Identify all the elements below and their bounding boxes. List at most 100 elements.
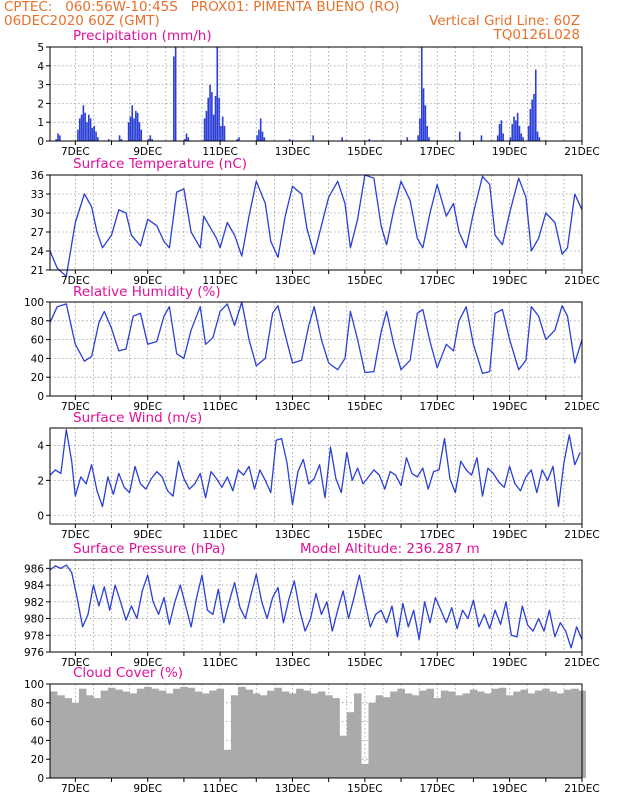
precip-bar (536, 131, 539, 141)
x-tick-label: 11DEC (202, 275, 237, 287)
cloud-bar (71, 702, 80, 778)
series-line (49, 564, 583, 649)
y-tick-label: 100 (24, 297, 44, 309)
series-line (49, 429, 581, 508)
precip-bar (223, 125, 226, 141)
cloud-bar (64, 698, 73, 778)
precip-bar (531, 99, 533, 141)
precip-bar (518, 125, 521, 141)
x-tick-label: 19DEC (492, 401, 527, 413)
x-tick-label: 15DEC (347, 657, 382, 669)
x-tick-label: 7DEC (61, 275, 90, 287)
cloud-bar (426, 688, 434, 778)
cloud-bar (354, 693, 362, 778)
x-tick-label: 15DEC (347, 529, 382, 541)
cloud-bar (332, 698, 340, 778)
cloud-bar (549, 691, 557, 778)
y-tick-label: 982 (24, 597, 44, 609)
cloud-bar (317, 691, 326, 778)
precip-bar (151, 139, 153, 141)
x-tick-label: 7DEC (61, 783, 90, 795)
precip-bar (147, 139, 150, 141)
precip-bar (419, 118, 421, 141)
precip-bar (258, 129, 260, 141)
cloud-bar (419, 690, 427, 778)
precip-bar (480, 135, 483, 141)
precip-bar (458, 131, 461, 141)
precip-bar (82, 105, 85, 141)
precip-bar (261, 131, 264, 141)
precip-bar (533, 94, 535, 141)
precip-bar (203, 118, 206, 141)
precip-bar (216, 47, 219, 141)
x-tick-label: 13DEC (275, 783, 310, 795)
cloud-bar (288, 693, 297, 778)
precip-bar (500, 120, 503, 141)
series-line (49, 301, 583, 375)
precip-bar (520, 133, 523, 141)
x-tick-label: 19DEC (492, 275, 527, 287)
cloud-bar (571, 688, 579, 778)
cloud-bar (491, 688, 500, 778)
cloud-bar (86, 695, 94, 778)
cloud-bar (50, 691, 58, 778)
precip-bar (426, 125, 428, 141)
y-tick-label: 4 (37, 440, 44, 452)
x-tick-label: 11DEC (202, 146, 237, 158)
cloud-bar (238, 686, 246, 778)
cloud-bar (144, 686, 152, 778)
cloud-bar (484, 693, 492, 778)
cloud-bar (556, 693, 565, 778)
precip-bar (80, 114, 83, 141)
y-tick-label: 0 (37, 510, 44, 522)
precip-bar (135, 110, 137, 141)
cloud-bar (513, 691, 521, 778)
precip-bar (55, 139, 58, 141)
cloud-bar (346, 712, 355, 778)
precip-bar (368, 139, 371, 141)
y-tick-label: 80 (31, 698, 44, 710)
x-tick-label: 21DEC (564, 657, 599, 669)
cloud-bar (506, 695, 514, 778)
precip-bar (149, 135, 152, 141)
x-tick-label: 19DEC (492, 146, 527, 158)
panel-title: Relative Humidity (%) (73, 284, 221, 300)
cloud-bar (390, 691, 398, 778)
x-tick-label: 21DEC (564, 146, 599, 158)
x-tick-label: 9DEC (133, 275, 162, 287)
x-tick-label: 15DEC (347, 783, 382, 795)
cloud-bar (115, 689, 123, 778)
x-tick-label: 9DEC (133, 657, 162, 669)
precip-bar (417, 135, 419, 141)
cloud-bar (187, 687, 196, 778)
cloud-bar (151, 688, 159, 778)
precip-bar (529, 109, 532, 141)
y-tick-label: 60 (31, 335, 44, 347)
y-tick-label: 986 (24, 563, 44, 575)
panel-title: Precipitation (mm/h) (73, 28, 212, 44)
x-tick-label: 17DEC (420, 657, 455, 669)
x-tick-label: 15DEC (347, 275, 382, 287)
series-line (49, 174, 583, 277)
cloud-bar (173, 688, 181, 778)
cloud-bar (368, 702, 377, 778)
y-tick-label: 21 (31, 265, 44, 277)
y-tick-label: 27 (31, 227, 44, 239)
x-tick-label: 11DEC (202, 529, 237, 541)
y-tick-label: 0 (37, 136, 44, 148)
x-tick-label: 9DEC (133, 401, 162, 413)
precip-bar (88, 114, 90, 141)
x-tick-label: 9DEC (133, 783, 162, 795)
precip-bar (312, 135, 314, 141)
precip-bar (57, 133, 59, 141)
y-tick-label: 24 (31, 246, 45, 258)
header-run-date: 06DEC2020 60Z (GMT) (4, 13, 160, 29)
cloud-bar (165, 693, 174, 778)
y-tick-label: 20 (31, 754, 44, 766)
precip-bar (136, 112, 139, 141)
y-tick-label: 60 (31, 717, 44, 729)
cloud-bar (339, 735, 348, 778)
cloud-bar (397, 688, 405, 778)
precip-bar (138, 122, 141, 141)
precip-bar (511, 124, 514, 141)
